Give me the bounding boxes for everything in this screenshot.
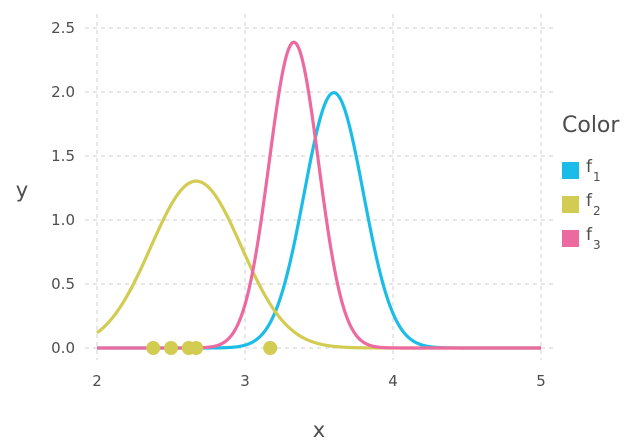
legend-swatch-f1 xyxy=(562,162,579,179)
data-point xyxy=(164,341,178,355)
x-tick-labels: 2 3 4 5 xyxy=(92,372,546,390)
legend-label-f1: f1 xyxy=(586,157,601,184)
y-axis-title: y xyxy=(16,178,28,202)
grid xyxy=(85,14,553,360)
y-tick-label: 0.5 xyxy=(51,275,75,293)
series-line-f2 xyxy=(96,179,542,350)
y-tick-label: 1.0 xyxy=(51,211,75,229)
legend-label-f3: f3 xyxy=(586,225,601,252)
data-points xyxy=(146,341,278,355)
data-point xyxy=(146,341,161,355)
legend-title: Color xyxy=(562,113,620,138)
series-line-f3 xyxy=(96,40,542,350)
x-tick-label: 4 xyxy=(388,372,398,390)
data-point xyxy=(189,341,204,355)
legend-label-f2: f2 xyxy=(586,191,601,218)
legend-swatch-f2 xyxy=(562,196,579,213)
legend: Color f1 f2 f3 xyxy=(562,113,620,252)
x-axis-title: x xyxy=(313,418,325,442)
data-point xyxy=(263,341,278,355)
y-tick-label: 2.5 xyxy=(51,19,75,37)
y-tick-label: 2.0 xyxy=(51,83,75,101)
x-tick-label: 2 xyxy=(92,372,102,390)
x-tick-label: 3 xyxy=(240,372,250,390)
legend-swatch-f3 xyxy=(562,230,579,247)
y-tick-label: 0.0 xyxy=(51,339,75,357)
series-lines xyxy=(96,40,542,350)
y-tick-label: 1.5 xyxy=(51,147,75,165)
y-tick-labels: 0.0 0.5 1.0 1.5 2.0 2.5 xyxy=(51,19,75,357)
x-tick-label: 5 xyxy=(536,372,546,390)
